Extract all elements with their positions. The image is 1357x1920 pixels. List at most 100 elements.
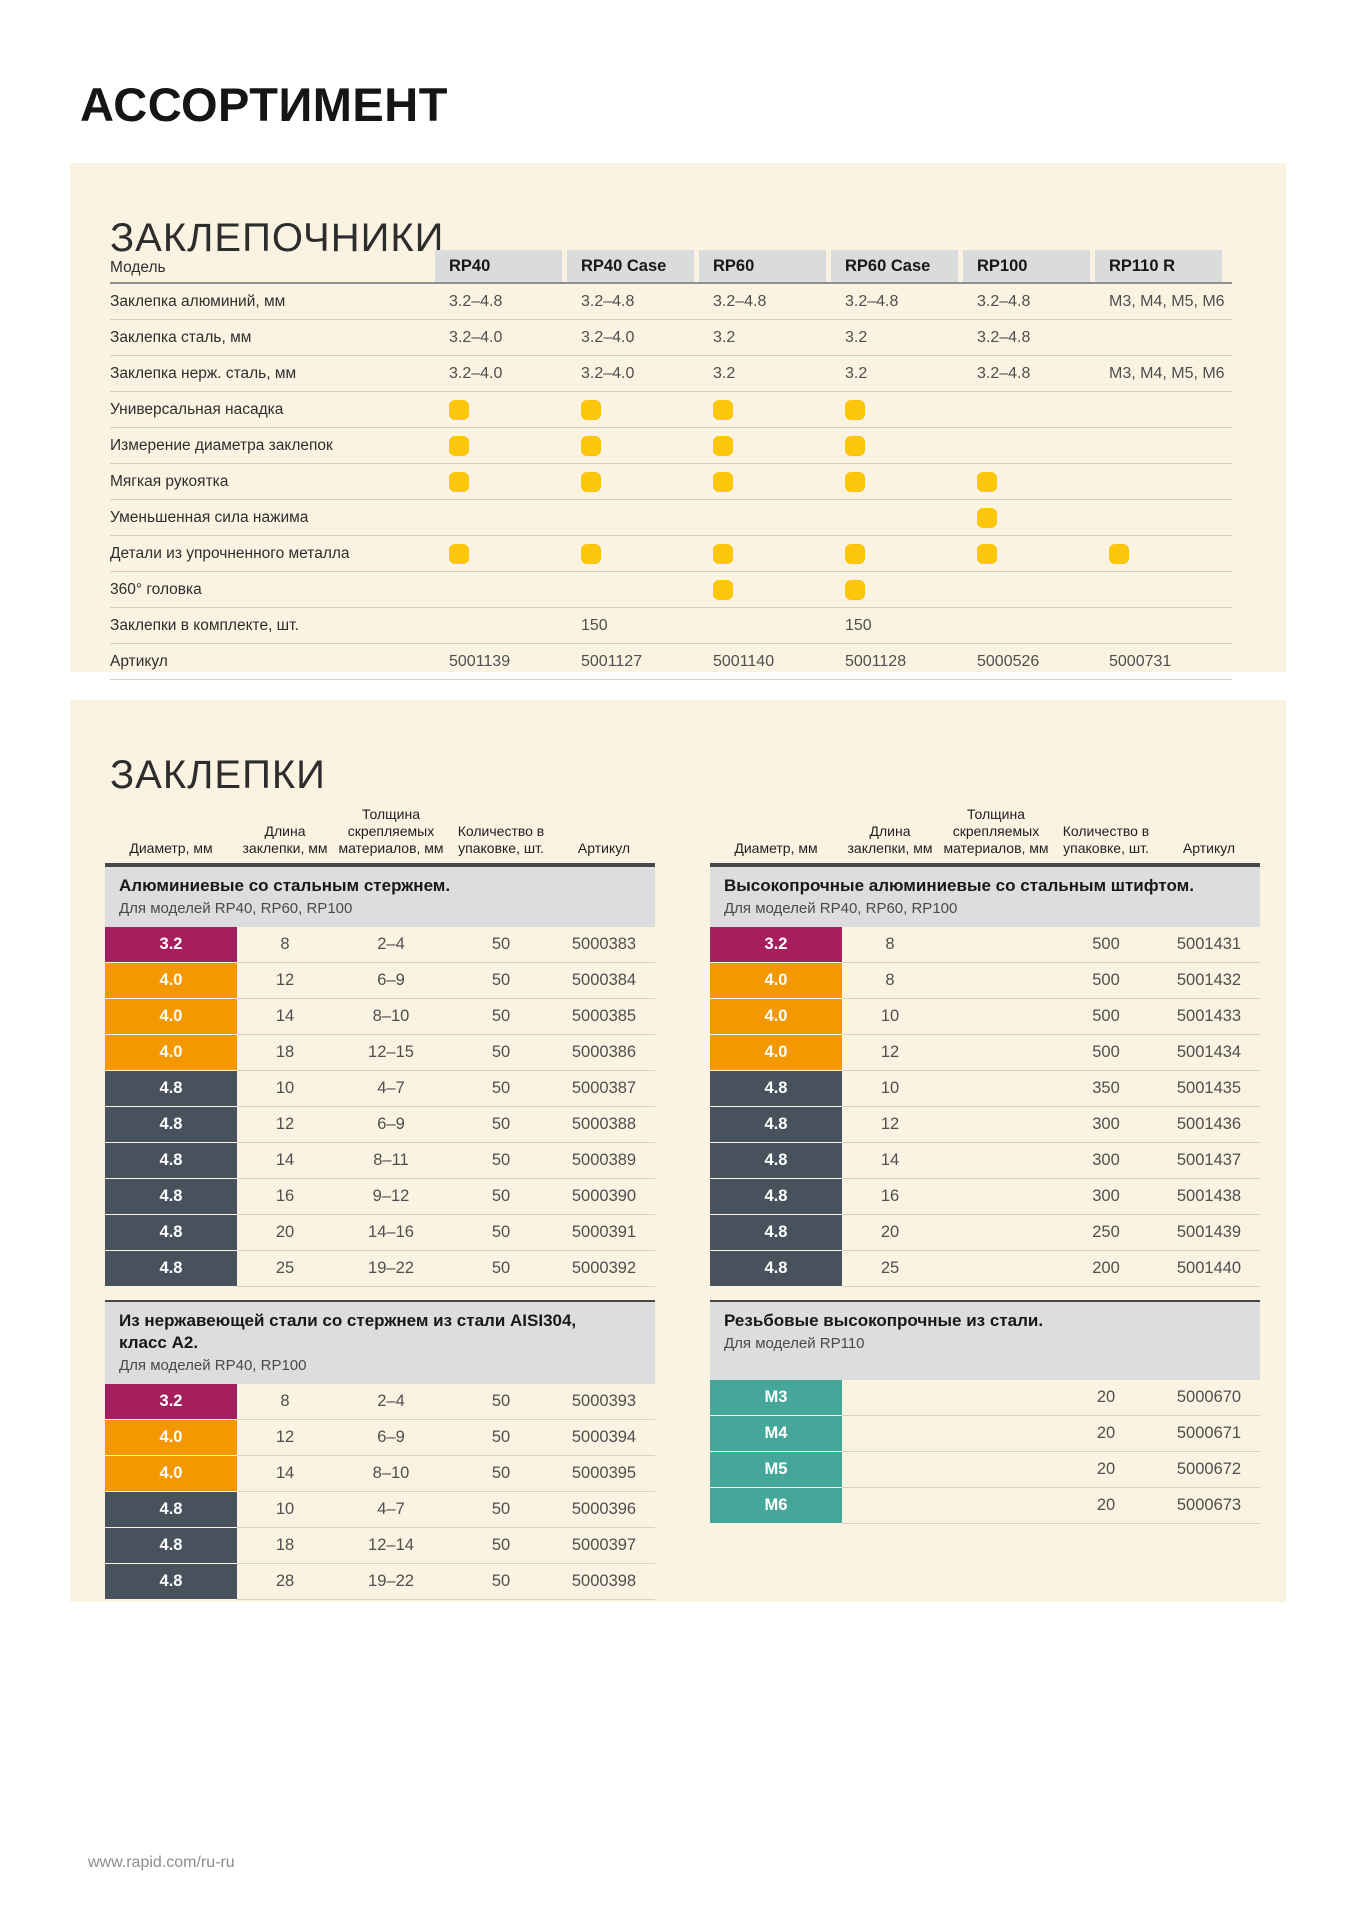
column-header: Длина заклепки, мм [242, 822, 328, 856]
thickness-cell [938, 1035, 1054, 1072]
rivet-group-models: Для моделей RP40, RP100 [119, 1356, 307, 1374]
rivet-group-title: Высокопрочные алюминиевые со стальным шт… [724, 876, 1194, 895]
rivet-row: M5 20 5000672 [710, 1452, 1260, 1488]
length-cell [842, 1488, 938, 1524]
length-cell: 12 [237, 1107, 333, 1144]
feature-value-cell [435, 471, 562, 492]
feature-value-cell [831, 435, 958, 456]
rivet-row: 4.8 14 8–11 50 5000389 [105, 1143, 655, 1180]
length-cell: 12 [237, 1420, 333, 1456]
sku-cell: 5000386 [553, 1035, 655, 1072]
feature-value-cell: 3.2 [845, 364, 868, 382]
feature-value-cell [699, 399, 826, 420]
feature-label: Универсальная насадка [110, 400, 284, 418]
riveters-header-row: Модель RP40 RP40 Case RP60 RP60 Case RP100 RP1… [110, 250, 1232, 284]
qty-cell: 300 [1054, 1143, 1158, 1180]
rivet-group-models: Для моделей RP40, RP60, RP100 [119, 899, 353, 917]
thickness-cell: 8–10 [333, 1456, 449, 1492]
sku-cell: 5000673 [1158, 1488, 1260, 1524]
diameter-cell: 4.8 [710, 1071, 842, 1108]
feature-check-icon [845, 471, 865, 492]
length-cell: 10 [842, 1071, 938, 1108]
sku-cell: 5000670 [1158, 1380, 1260, 1416]
rivet-row: 4.8 12 6–9 50 5000388 [105, 1107, 655, 1144]
rivet-row: M6 20 5000673 [710, 1488, 1260, 1524]
length-cell [842, 1380, 938, 1416]
column-header: Толщина скрепляемых материалов, мм [943, 805, 1049, 856]
feature-check-icon [449, 435, 469, 456]
length-cell: 10 [237, 1492, 333, 1528]
length-cell: 18 [237, 1528, 333, 1564]
diameter-cell: 4.8 [105, 1251, 237, 1288]
qty-cell: 50 [449, 1035, 553, 1072]
feature-check-icon [845, 543, 865, 564]
riveters-feature-row: Мягкая рукоятка [110, 464, 1232, 500]
feature-value-cell [699, 471, 826, 492]
length-cell: 12 [842, 1035, 938, 1072]
thickness-cell [938, 999, 1054, 1036]
feature-label: Артикул [110, 652, 168, 670]
rivet-row: 3.2 8 2–4 50 5000383 [105, 927, 655, 964]
model-column-header: RP60 [699, 250, 826, 282]
sku-cell: 5000384 [553, 963, 655, 1000]
diameter-cell: 4.8 [710, 1179, 842, 1216]
sku-cell: 5000392 [553, 1251, 655, 1288]
feature-label: Заклепка сталь, мм [110, 328, 252, 346]
diameter-cell: 4.0 [710, 963, 842, 1000]
feature-label: Заклепка алюминий, мм [110, 292, 286, 310]
rivet-group-models: Для моделей RP110 [724, 1334, 865, 1352]
rivet-row: M3 20 5000670 [710, 1380, 1260, 1416]
feature-check-icon [713, 399, 733, 420]
length-cell: 16 [237, 1179, 333, 1216]
feature-check-icon [581, 435, 601, 456]
sku-cell: 5001438 [1158, 1179, 1260, 1216]
feature-value-cell: 5000526 [977, 652, 1040, 670]
rivet-group-header: Высокопрочные алюминиевые со стальным шт… [710, 865, 1260, 928]
sku-cell: 5000397 [553, 1528, 655, 1564]
sku-cell: 5000396 [553, 1492, 655, 1528]
diameter-cell: 3.2 [710, 927, 842, 964]
diameter-cell: 4.8 [105, 1492, 237, 1528]
column-header: Артикул [577, 839, 631, 856]
thickness-cell: 6–9 [333, 1420, 449, 1456]
thickness-cell: 6–9 [333, 1107, 449, 1144]
rivet-row: 4.0 12 6–9 50 5000394 [105, 1420, 655, 1456]
rivet-row: 4.8 28 19–22 50 5000398 [105, 1564, 655, 1600]
thickness-cell [938, 1416, 1054, 1452]
feature-value-cell: 3.2 [713, 328, 736, 346]
qty-cell: 500 [1054, 1035, 1158, 1072]
feature-value-cell: 5001140 [713, 652, 775, 670]
column-header: Артикул [1182, 839, 1236, 856]
rivet-group-header: Алюминиевые со стальным стержнем. Для мод… [105, 865, 655, 928]
thickness-cell: 4–7 [333, 1071, 449, 1108]
length-cell: 8 [842, 963, 938, 1000]
riveters-feature-row: Измерение диаметра заклепок [110, 428, 1232, 464]
riveters-feature-row: Артикул 5001139 5001127 5001140 5001128 50005… [110, 644, 1232, 680]
rivet-row: 4.8 10 350 5001435 [710, 1071, 1260, 1108]
length-cell: 14 [237, 1456, 333, 1492]
feature-value-cell: 3.2–4.0 [449, 364, 503, 382]
feature-value-cell: 3.2–4.8 [449, 292, 503, 310]
qty-cell: 50 [449, 927, 553, 964]
feature-value-cell [963, 507, 1090, 528]
diameter-cell: 4.8 [710, 1107, 842, 1144]
footer-url: www.rapid.com/ru-ru [88, 1854, 235, 1871]
feature-check-icon [977, 507, 997, 528]
rivet-row: 4.8 16 300 5001438 [710, 1179, 1260, 1216]
length-cell: 14 [237, 1143, 333, 1180]
diameter-cell: 3.2 [105, 1384, 237, 1420]
feature-value-cell: 3.2–4.8 [977, 292, 1031, 310]
riveters-feature-row: Детали из упрочненного металла [110, 536, 1232, 572]
diameter-cell: 4.8 [105, 1071, 237, 1108]
column-header: Толщина скрепляемых материалов, мм [338, 805, 444, 856]
feature-check-icon [977, 471, 997, 492]
sku-cell: 5001439 [1158, 1215, 1260, 1252]
diameter-cell: 4.8 [105, 1564, 237, 1600]
feature-value-cell: 150 [845, 616, 872, 634]
feature-value-cell: 150 [581, 616, 608, 634]
thickness-cell: 4–7 [333, 1492, 449, 1528]
rivet-row: M4 20 5000671 [710, 1416, 1260, 1452]
feature-label: Измерение диаметра заклепок [110, 436, 333, 454]
feature-check-icon [977, 543, 997, 564]
qty-cell: 350 [1054, 1071, 1158, 1108]
